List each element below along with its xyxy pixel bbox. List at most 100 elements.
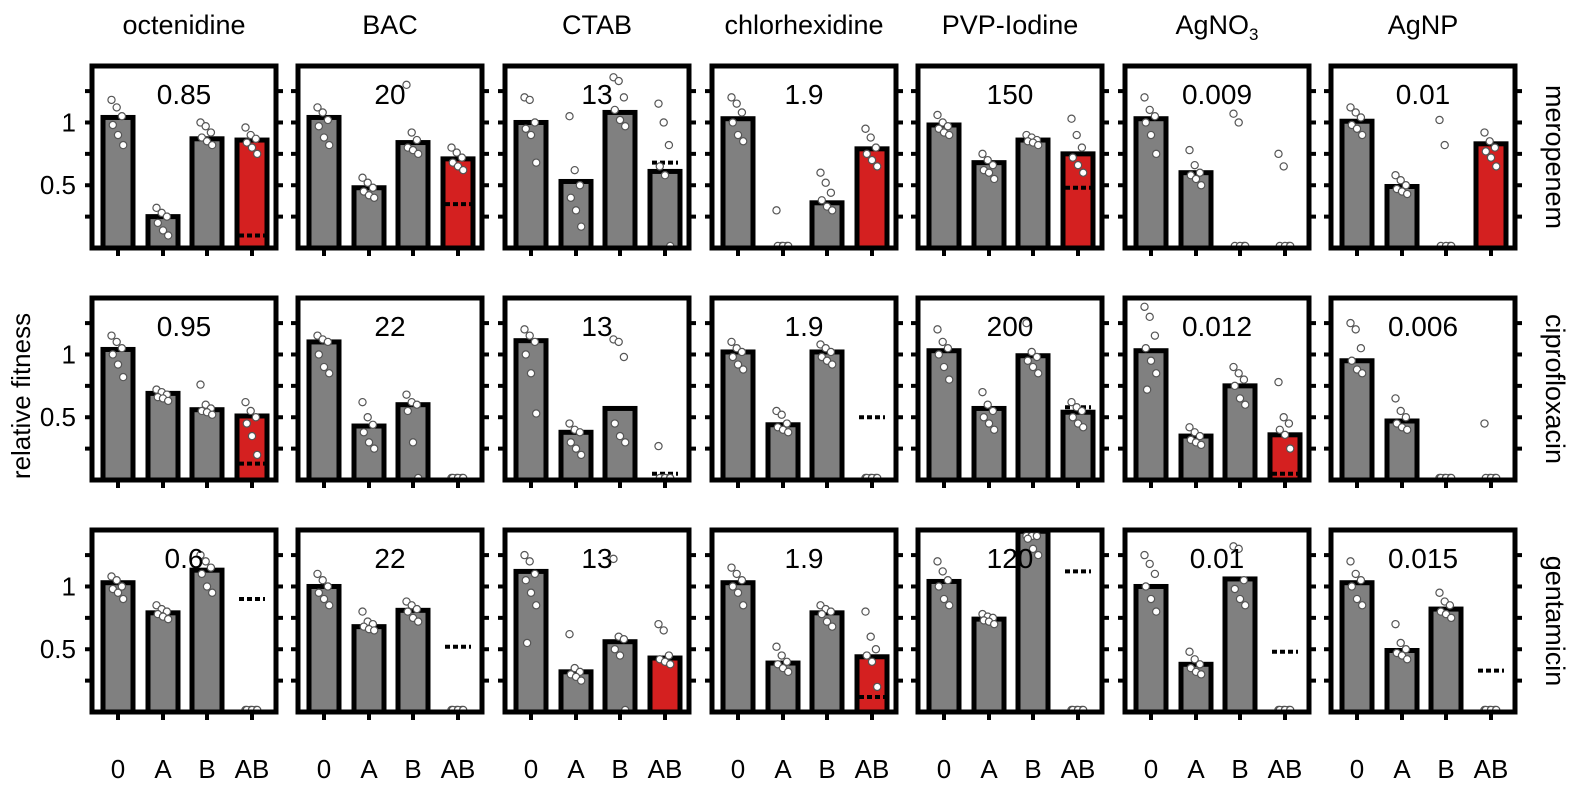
column-title: CTAB	[562, 10, 632, 40]
replicate-dot	[407, 128, 416, 137]
replicate-dot	[1190, 655, 1199, 664]
replicate-dot	[1396, 638, 1405, 648]
replicate-dot	[1145, 312, 1154, 322]
bar	[1015, 137, 1051, 251]
replicate-dot	[728, 582, 738, 591]
replicate-dot	[828, 360, 837, 369]
replicate-dot	[1480, 128, 1489, 137]
replicate-dot	[402, 390, 411, 399]
replicate-dot	[253, 149, 262, 159]
replicate-dot	[457, 153, 467, 162]
column-title: PVP-Iodine	[942, 10, 1079, 40]
replicate-dot	[1068, 153, 1078, 162]
bar	[100, 346, 136, 483]
replicate-dot	[196, 550, 205, 560]
replicate-dot	[654, 619, 663, 629]
bar	[100, 580, 136, 715]
replicate-dot	[943, 344, 953, 353]
replicate-dot	[152, 203, 161, 213]
replicate-dot	[368, 420, 378, 429]
x-tick-label: 0	[731, 754, 745, 784]
replicate-dot	[784, 428, 793, 437]
replicate-dot	[520, 550, 529, 560]
replicate-dot	[655, 162, 665, 171]
x-tick-label: B	[611, 754, 628, 784]
replicate-dot	[1402, 425, 1412, 434]
replicate-dot	[1352, 594, 1362, 604]
panel-frame	[295, 527, 485, 715]
replicate-dot	[1145, 559, 1154, 569]
replicate-dot	[737, 347, 747, 357]
bar	[145, 390, 181, 483]
replicate-dot	[1401, 181, 1411, 190]
concentration-label: 200	[987, 311, 1034, 342]
replicate-dot	[1391, 619, 1400, 629]
concentration-label: 13	[581, 543, 612, 574]
replicate-dot	[1230, 584, 1240, 594]
replicate-dot	[1357, 130, 1367, 140]
replicate-dot	[323, 115, 333, 125]
column-title-text: CTAB	[562, 10, 632, 40]
replicate-dot	[1032, 531, 1042, 541]
replicate-dot	[325, 369, 334, 378]
replicate-dot	[861, 124, 870, 133]
replicate-dot	[938, 337, 947, 347]
replicate-dot	[990, 619, 999, 629]
replicate-dot	[118, 140, 128, 150]
replicate-dot	[1490, 143, 1500, 152]
panels: 1 0.5 0.85 20 13 1.9 150 0.009 0.01 1 0.5 0.95 22 13 1…	[40, 63, 1522, 720]
replicate-dot	[1141, 118, 1151, 127]
replicate-dot	[1068, 413, 1078, 422]
replicate-dot	[1240, 400, 1250, 409]
replicate-dot	[251, 134, 261, 143]
x-tick-label: B	[818, 754, 835, 784]
replicate-dot	[728, 352, 738, 362]
replicate-dot	[1481, 147, 1491, 156]
replicate-dot	[1230, 381, 1240, 391]
panel: 200	[911, 295, 1109, 488]
y-tick-label: 0.5	[40, 634, 76, 664]
x-tick-label: AB	[1061, 754, 1096, 784]
replicate-dot	[826, 607, 836, 616]
bar	[926, 122, 962, 251]
replicate-dot	[1195, 431, 1205, 441]
replicate-dot	[1067, 114, 1076, 123]
replicate-dot	[983, 400, 992, 409]
panel: 1 0.5 0.6	[40, 527, 283, 720]
bar	[602, 405, 638, 483]
replicate-dot	[1027, 347, 1036, 357]
replicate-dot	[1435, 588, 1444, 597]
replicate-dot	[1445, 601, 1455, 610]
replicate-dot	[866, 632, 875, 641]
replicate-dot	[358, 397, 367, 407]
replicate-dot	[1151, 149, 1161, 159]
replicate-dot	[532, 409, 541, 418]
replicate-dot	[988, 406, 998, 416]
replicate-dot	[1346, 103, 1355, 112]
replicate-dot	[1435, 115, 1444, 125]
replicate-dot	[113, 130, 123, 140]
replicate-dot	[862, 149, 872, 159]
replicate-dot	[943, 576, 953, 585]
x-tick-label: B	[198, 754, 215, 784]
replicate-dot	[660, 170, 670, 180]
concentration-label: 13	[581, 79, 612, 110]
bar	[1178, 170, 1214, 251]
replicate-dot	[826, 188, 836, 197]
replicate-dot	[163, 614, 173, 624]
bar	[1384, 183, 1420, 251]
replicate-dot	[1196, 440, 1206, 450]
replicate-dot	[1078, 423, 1088, 432]
replicate-dot	[614, 337, 623, 347]
replicate-dot	[615, 115, 625, 125]
replicate-dot	[412, 400, 422, 409]
replicate-dot	[1077, 406, 1087, 416]
replicate-dot	[368, 183, 378, 192]
replicate-dot	[1240, 601, 1250, 610]
replicate-dot	[370, 193, 379, 202]
panel-frame	[89, 527, 279, 715]
replicate-dot	[251, 413, 261, 422]
bar	[971, 405, 1007, 483]
column-titles: octenidine BAC CTAB chlorhexidine PVP-Iodine…	[122, 10, 1458, 44]
panel: 0.006	[1324, 295, 1522, 488]
